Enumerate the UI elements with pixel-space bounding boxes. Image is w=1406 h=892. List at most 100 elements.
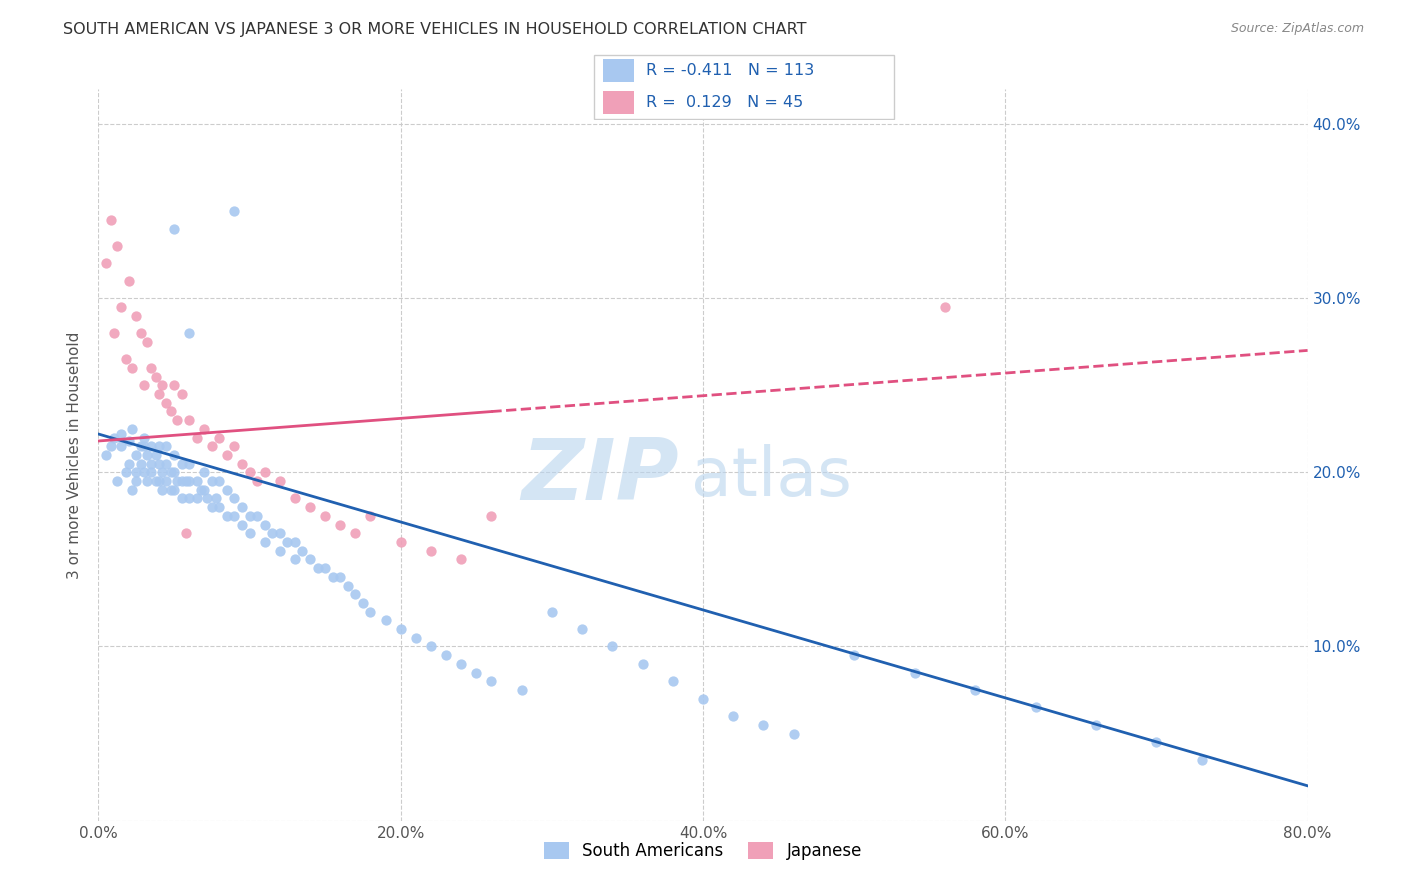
Point xyxy=(160,483,183,497)
Point xyxy=(307,561,329,575)
Point xyxy=(155,439,177,453)
Point xyxy=(160,404,183,418)
Point xyxy=(141,360,163,375)
Point xyxy=(904,665,927,680)
Y-axis label: 3 or more Vehicles in Household: 3 or more Vehicles in Household xyxy=(67,331,83,579)
Point xyxy=(166,413,188,427)
Point xyxy=(145,448,167,462)
Point xyxy=(723,709,745,723)
Point xyxy=(231,500,253,515)
Point xyxy=(94,256,117,270)
Point xyxy=(246,474,269,488)
Point xyxy=(253,535,276,549)
Point xyxy=(132,466,155,480)
Point xyxy=(450,657,472,671)
Point xyxy=(132,430,155,444)
Point xyxy=(186,474,208,488)
Point xyxy=(965,683,987,698)
Point xyxy=(125,474,148,488)
Point xyxy=(602,640,624,654)
Text: R = -0.411   N = 113: R = -0.411 N = 113 xyxy=(647,62,814,78)
Point xyxy=(201,474,224,488)
Point xyxy=(215,483,238,497)
Point xyxy=(208,500,231,515)
Point xyxy=(163,466,186,480)
Point xyxy=(166,474,188,488)
Point xyxy=(208,430,231,444)
Point xyxy=(239,466,262,480)
Point xyxy=(844,648,866,663)
Point xyxy=(291,543,314,558)
Point xyxy=(121,360,143,375)
Point xyxy=(239,508,262,523)
Point xyxy=(752,718,775,732)
Point xyxy=(344,587,367,601)
Point xyxy=(215,448,238,462)
Point xyxy=(284,535,307,549)
Point xyxy=(231,517,253,532)
Point xyxy=(481,508,503,523)
Point xyxy=(170,457,193,471)
Point xyxy=(160,466,183,480)
Point xyxy=(269,526,291,541)
Text: Source: ZipAtlas.com: Source: ZipAtlas.com xyxy=(1230,22,1364,36)
Point xyxy=(540,605,562,619)
Point xyxy=(934,300,956,314)
Point xyxy=(465,665,488,680)
Point xyxy=(205,491,228,506)
Point xyxy=(481,674,503,689)
Point xyxy=(135,448,157,462)
Point xyxy=(125,466,148,480)
Point xyxy=(170,491,193,506)
Point xyxy=(148,387,170,401)
Point xyxy=(179,491,201,506)
Point xyxy=(450,552,472,566)
Text: atlas: atlas xyxy=(690,444,852,510)
Point xyxy=(661,674,683,689)
Point xyxy=(224,439,246,453)
Point xyxy=(163,483,186,497)
Point xyxy=(374,613,396,627)
Point xyxy=(201,439,224,453)
Point xyxy=(105,239,128,253)
FancyBboxPatch shape xyxy=(603,91,634,114)
Point xyxy=(179,474,201,488)
Point xyxy=(253,466,276,480)
Point xyxy=(314,561,336,575)
Point xyxy=(571,622,593,636)
Point xyxy=(100,212,122,227)
Point xyxy=(329,517,352,532)
Point xyxy=(389,622,412,636)
Point xyxy=(1144,735,1167,749)
Point xyxy=(299,500,322,515)
Point xyxy=(114,466,136,480)
Point xyxy=(1191,753,1213,767)
Point xyxy=(150,378,173,392)
Point xyxy=(150,483,173,497)
Point xyxy=(141,457,163,471)
Point xyxy=(1085,718,1108,732)
Point xyxy=(420,640,443,654)
Point xyxy=(163,378,186,392)
Point xyxy=(155,395,177,409)
Point xyxy=(224,491,246,506)
Legend: South Americans, Japanese: South Americans, Japanese xyxy=(537,836,869,867)
Point xyxy=(150,466,173,480)
Point xyxy=(132,439,155,453)
Point xyxy=(434,648,457,663)
Point xyxy=(631,657,654,671)
Point xyxy=(186,430,208,444)
Point xyxy=(155,457,177,471)
Point xyxy=(129,457,152,471)
Point xyxy=(110,427,132,442)
Point xyxy=(352,596,374,610)
Point xyxy=(344,526,367,541)
Point xyxy=(215,508,238,523)
Point xyxy=(224,508,246,523)
Point xyxy=(105,474,128,488)
Point xyxy=(195,491,218,506)
Point xyxy=(170,474,193,488)
Point xyxy=(190,483,212,497)
Point xyxy=(125,309,148,323)
Point xyxy=(239,526,262,541)
